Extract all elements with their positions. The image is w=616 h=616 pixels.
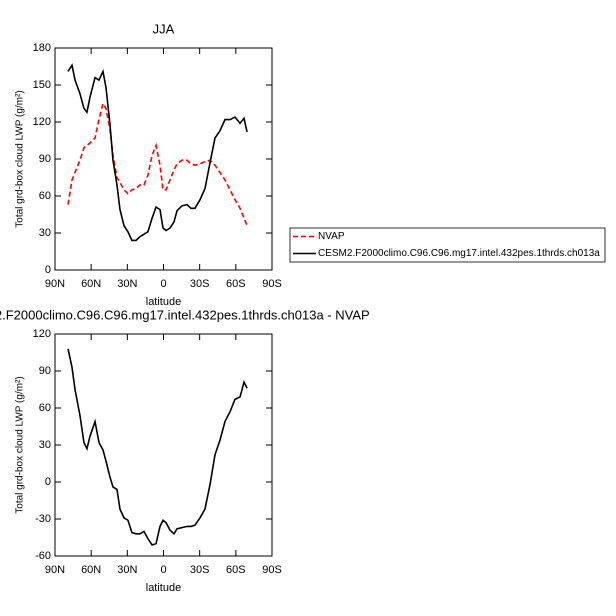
x-tick-label: 60N xyxy=(81,564,101,576)
x-tick-label: 30N xyxy=(117,278,137,290)
x-tick-label: 30S xyxy=(190,278,210,290)
data-line xyxy=(67,63,248,242)
x-axis-label: latitude xyxy=(146,296,181,308)
legend-label: CESM2.F2000climo.C96.C96.mg17.intel.432p… xyxy=(318,248,600,259)
y-tick-label: 150 xyxy=(33,79,51,91)
chart-title: CESM2.F2000climo.C96.C96.mg17.intel.432p… xyxy=(0,307,370,322)
y-tick-label: -60 xyxy=(35,550,51,562)
y-tick-label: 60 xyxy=(39,402,51,414)
legend-label: NVAP xyxy=(318,231,345,242)
plot-frame xyxy=(54,47,273,271)
x-tick-label: 30N xyxy=(117,564,137,576)
chart-title: JJA xyxy=(153,21,175,36)
x-tick-label: 90S xyxy=(262,278,282,290)
x-tick-label: 60S xyxy=(226,564,246,576)
y-tick-label: 0 xyxy=(45,476,51,488)
y-tick-label: 60 xyxy=(39,190,51,202)
x-tick-label: 90S xyxy=(262,564,282,576)
x-tick-label: 60S xyxy=(226,278,246,290)
y-axis-label: Total grd-box cloud LWP (g/m²) xyxy=(15,376,26,513)
y-tick-label: 90 xyxy=(39,365,51,377)
data-line xyxy=(67,101,248,226)
x-tick-label: 60N xyxy=(81,278,101,290)
y-tick-label: 120 xyxy=(33,116,51,128)
x-tick-label: 90N xyxy=(45,564,65,576)
x-tick-label: 0 xyxy=(160,278,166,290)
y-tick-label: 120 xyxy=(33,328,51,340)
x-tick-label: 30S xyxy=(190,564,210,576)
x-tick-label: 0 xyxy=(160,564,166,576)
y-tick-label: 30 xyxy=(39,227,51,239)
y-tick-label: 180 xyxy=(33,42,51,54)
y-axis-label: Total grd-box cloud LWP (g/m²) xyxy=(15,90,26,227)
x-axis-label: latitude xyxy=(146,582,181,594)
legend-box xyxy=(289,227,606,263)
y-tick-label: 0 xyxy=(45,264,51,276)
y-tick-label: 30 xyxy=(39,439,51,451)
x-tick-label: 90N xyxy=(45,278,65,290)
y-tick-label: 90 xyxy=(39,153,51,165)
y-tick-label: -30 xyxy=(35,513,51,525)
data-line xyxy=(67,348,248,546)
